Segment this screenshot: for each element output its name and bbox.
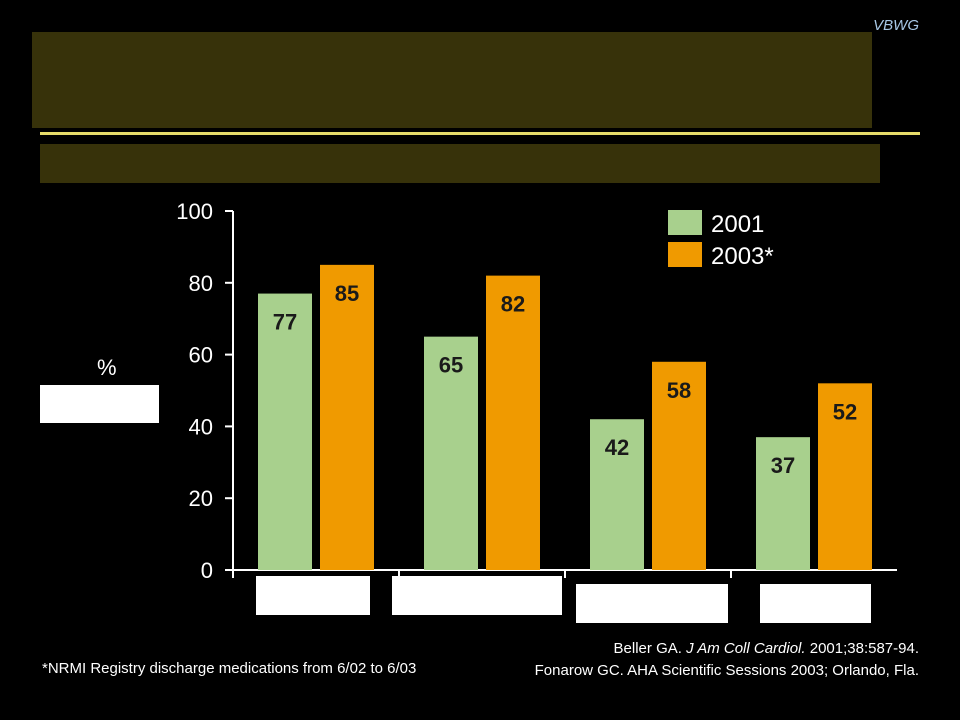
data-label: 52 — [833, 399, 857, 424]
bar-2003-2 — [486, 275, 540, 570]
y-axis-label-box — [40, 385, 159, 423]
category-label-box-3 — [576, 584, 728, 623]
subtitle-banner — [40, 144, 880, 183]
footnote: *NRMI Registry discharge medications fro… — [42, 660, 417, 677]
reference-2: Fonarow GC. AHA Scientific Sessions 2003… — [534, 662, 919, 679]
data-label: 58 — [667, 378, 691, 403]
category-label-box-2 — [392, 576, 562, 615]
bar-2001-1 — [258, 293, 312, 570]
data-label: 65 — [439, 353, 463, 378]
legend-label-2: 2003* — [711, 243, 774, 270]
y-axis-label: % — [97, 355, 117, 380]
legend-swatch-1 — [668, 210, 702, 235]
category-label-box-1 — [256, 576, 370, 615]
y-tick-label: 100 — [176, 199, 213, 224]
reference-1-author: Beller GA. — [613, 640, 687, 657]
bar-2001-3 — [590, 419, 644, 570]
y-tick-label: 0 — [201, 558, 213, 583]
category-label-box-4 — [760, 584, 871, 623]
title-banner — [32, 32, 872, 128]
data-label: 37 — [771, 453, 795, 478]
bar-2003-1 — [320, 264, 374, 570]
reference-1-journal: J Am Coll Cardiol. — [686, 640, 806, 657]
reference-1-details: 2001;38:587-94. — [805, 640, 919, 657]
legend-label-1: 2001 — [711, 211, 764, 238]
data-label: 42 — [605, 435, 629, 460]
y-tick-label: 80 — [189, 271, 213, 296]
bar-2001-4 — [756, 437, 810, 570]
bar-2003-3 — [652, 361, 706, 570]
reference-1: Beller GA. J Am Coll Cardiol. 2001;38:58… — [614, 640, 919, 657]
y-tick-label: 20 — [189, 486, 213, 511]
legend-swatch-2 — [668, 242, 702, 267]
data-label: 85 — [335, 281, 359, 306]
bar-2003-4 — [818, 383, 872, 570]
bar-2001-2 — [424, 336, 478, 570]
data-label: 82 — [501, 292, 525, 317]
brand-logo-text: VBWG — [873, 17, 919, 34]
title-divider — [40, 132, 920, 135]
y-tick-label: 60 — [189, 343, 213, 368]
y-tick-label: 40 — [189, 414, 213, 439]
data-label: 77 — [273, 310, 297, 335]
